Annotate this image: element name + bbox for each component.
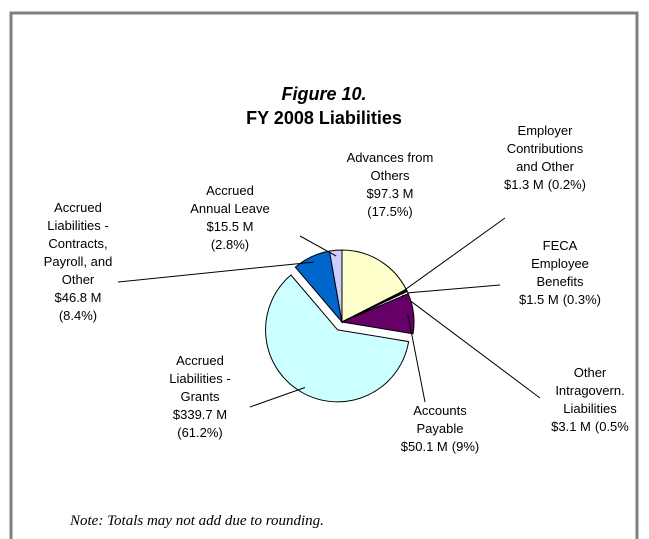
value-label: $3.1 M bbox=[551, 419, 591, 434]
percent-label: (17.5%) bbox=[367, 204, 413, 219]
value-label: $50.1 M bbox=[401, 439, 448, 454]
slice-label: Grants bbox=[180, 389, 220, 404]
pie-slice bbox=[265, 274, 410, 403]
slice-label: Accounts bbox=[413, 403, 467, 418]
leader-line bbox=[117, 261, 314, 283]
percent-label: (2.8%) bbox=[211, 237, 249, 252]
slice-label: Accrued bbox=[176, 353, 224, 368]
slice-label: Liabilities - bbox=[47, 218, 108, 233]
slice-label: Payroll, and bbox=[44, 254, 113, 269]
percent-label: (0.5% bbox=[595, 419, 629, 434]
slice-label: Contracts, bbox=[48, 236, 107, 251]
value-label: $339.7 M bbox=[173, 407, 227, 422]
slice-label: Contributions bbox=[507, 141, 584, 156]
value-label: $46.8 M bbox=[55, 290, 102, 305]
slice-label: Advances from bbox=[347, 150, 434, 165]
slice-label: Employer bbox=[518, 123, 574, 138]
percent-label: (61.2%) bbox=[177, 425, 223, 440]
chart-title: Figure 10. bbox=[281, 84, 366, 104]
slice-value-label: $50.1 M (9%) bbox=[401, 439, 479, 454]
pie-slice bbox=[340, 293, 415, 335]
pie-slice bbox=[328, 249, 343, 323]
slice-label: Accrued bbox=[206, 183, 254, 198]
percent-label: (9%) bbox=[452, 439, 479, 454]
pie-slice bbox=[341, 249, 407, 323]
slice-label: Annual Leave bbox=[190, 201, 270, 216]
percent-label: (0.3%) bbox=[563, 292, 601, 307]
value-label: $97.3 M bbox=[367, 186, 414, 201]
slice-label: Payable bbox=[417, 421, 464, 436]
leader-line bbox=[402, 294, 541, 399]
slice-label: Others bbox=[370, 168, 410, 183]
slice-label: Other bbox=[62, 272, 95, 287]
slice-label: Liabilities - bbox=[169, 371, 230, 386]
frame bbox=[9, 11, 639, 539]
leader-line bbox=[400, 217, 506, 293]
leader-line bbox=[401, 284, 501, 294]
slice-label: and Other bbox=[516, 159, 574, 174]
percent-label: (0.2%) bbox=[548, 177, 586, 192]
value-label: $1.5 M bbox=[519, 292, 559, 307]
slice-label: Liabilities bbox=[563, 401, 617, 416]
slice-label: Accrued bbox=[54, 200, 102, 215]
chart-subtitle: FY 2008 Liabilities bbox=[246, 108, 402, 128]
slice-value-label: $1.3 M (0.2%) bbox=[504, 177, 586, 192]
value-label: $15.5 M bbox=[207, 219, 254, 234]
slice-label: Benefits bbox=[537, 274, 584, 289]
slice-label: Other bbox=[574, 365, 607, 380]
note: Note: Totals may not add due to rounding… bbox=[69, 513, 324, 529]
percent-label: (8.4%) bbox=[59, 308, 97, 323]
leader-line bbox=[407, 313, 426, 403]
leader-line bbox=[299, 235, 337, 257]
slice-label: Employee bbox=[531, 256, 589, 271]
leader-line bbox=[249, 387, 306, 408]
slice-value-label: $1.5 M (0.3%) bbox=[519, 292, 601, 307]
slice-value-label: $3.1 M (0.5% bbox=[551, 419, 629, 434]
slice-label: Intragovern. bbox=[555, 383, 624, 398]
slice-label: FECA bbox=[543, 238, 578, 253]
value-label: $1.3 M bbox=[504, 177, 544, 192]
